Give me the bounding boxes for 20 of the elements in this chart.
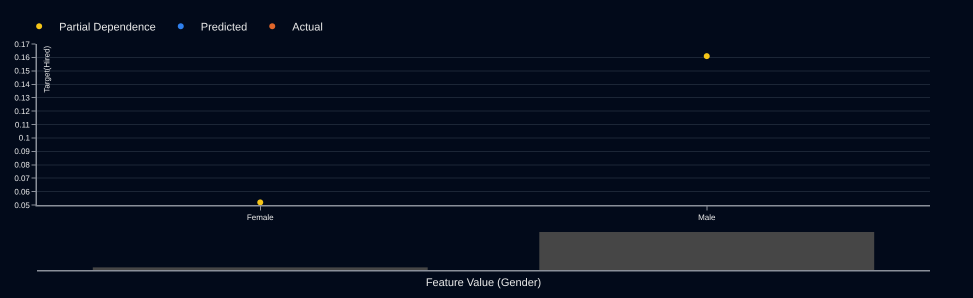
x-axis-title: Feature Value (Gender) (426, 277, 542, 290)
y-tick-label: 0.15 (14, 66, 30, 76)
y-tick-label: 0.11 (14, 120, 30, 130)
y-tick-label: 0.14 (14, 80, 30, 90)
y-tick-label: 0.12 (14, 106, 30, 116)
y-axis-title: Target(Hired) (42, 46, 52, 93)
x-tick-label: Female (246, 213, 274, 222)
y-tick-label: 0.08 (14, 160, 30, 170)
y-tick-label: 0.05 (14, 200, 30, 210)
legend-label: Actual (292, 22, 323, 34)
y-tick-label: 0.09 (14, 147, 30, 156)
y-tick-label: 0.17 (14, 40, 30, 49)
y-tick-label: 0.06 (14, 187, 30, 196)
legend-label: Partial Dependence (59, 22, 156, 34)
y-tick-label: 0.1 (18, 134, 30, 143)
legend-label: Predicted (200, 22, 248, 34)
y-tick-label: 0.07 (14, 174, 30, 183)
y-tick-label: 0.13 (14, 93, 30, 102)
x-tick-label: Male (698, 213, 716, 222)
y-tick-label: 0.16 (14, 53, 30, 62)
